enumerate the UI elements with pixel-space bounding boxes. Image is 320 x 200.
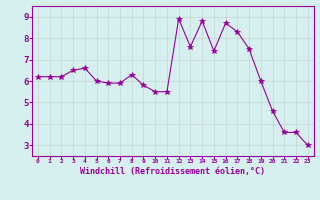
X-axis label: Windchill (Refroidissement éolien,°C): Windchill (Refroidissement éolien,°C) [80,167,265,176]
